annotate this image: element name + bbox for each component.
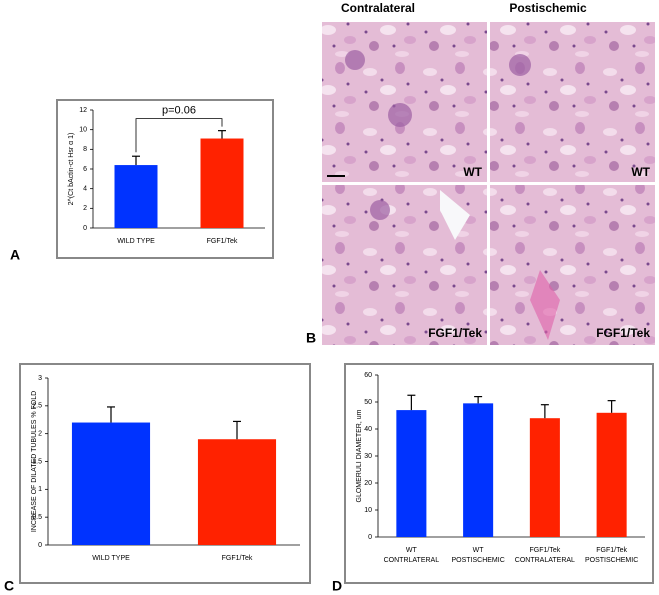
micrograph — [490, 22, 655, 182]
glomerulus — [388, 103, 412, 127]
image-label: WT — [631, 165, 650, 179]
bar — [396, 410, 427, 537]
panel-label: A — [10, 247, 20, 263]
y-tick-label: 2.5 — [32, 403, 42, 410]
y-tick-label: 0 — [38, 542, 42, 549]
y-tick-label: 10 — [79, 127, 87, 134]
micrograph — [490, 185, 655, 345]
x-tick-label: WT CONTRLATERAL — [384, 547, 440, 564]
y-tick-label: 2 — [83, 205, 87, 212]
x-tick-label-line: WT — [473, 547, 485, 554]
y-tick-label: 0.5 — [32, 514, 42, 521]
panel-label: B — [306, 330, 316, 346]
x-tick-label-line: WILD TYPE — [92, 555, 130, 562]
x-tick-label-line: POSTISCHEMIC — [585, 557, 638, 564]
bar — [463, 403, 494, 537]
bar — [197, 439, 277, 545]
chart-frame — [56, 99, 274, 259]
y-tick-label: 60 — [364, 372, 372, 379]
x-tick-label: FGF1/Tek POSTISCHEMIC — [585, 547, 638, 564]
y-tick-label: 3 — [38, 375, 42, 382]
significance-bracket — [135, 118, 223, 153]
x-tick-label-line: FGF1/Tek — [596, 547, 627, 554]
y-tick-label: 50 — [364, 399, 372, 406]
column-header: Contralateral — [341, 1, 415, 15]
image-label: FGF1/Tek — [428, 326, 482, 340]
micrograph — [322, 22, 487, 182]
lumen — [440, 190, 470, 240]
chart-frame — [19, 363, 311, 584]
image-label: FGF1/Tek — [596, 326, 650, 340]
y-tick-label: 0 — [368, 534, 372, 541]
y-tick-label: 8 — [83, 146, 87, 153]
x-tick-label-line: CONTRLATERAL — [384, 557, 440, 564]
bar — [71, 422, 151, 545]
x-tick-label-line: POSTISCHEMIC — [451, 557, 504, 564]
x-tick-label: WILD TYPE — [117, 238, 155, 245]
y-tick-label: 30 — [364, 453, 372, 460]
y-tick-label: 1.5 — [32, 458, 42, 465]
y-tick-label: 20 — [364, 480, 372, 487]
x-tick-label-line: WILD TYPE — [117, 238, 155, 245]
y-tick-label: 10 — [364, 507, 372, 514]
annotation: p=0.06 — [162, 105, 196, 117]
histology-panel: Contralateral Postischemic WT WT FGF1/Te… — [306, 1, 655, 346]
y-tick-label: 1 — [38, 486, 42, 493]
y-axis-label: GLOMERULI DIAMETER, um — [356, 409, 363, 502]
x-tick-label: WILD TYPE — [92, 555, 130, 562]
y-tick-label: 12 — [79, 107, 87, 114]
panel-label: D — [332, 578, 342, 594]
bar — [529, 418, 560, 537]
x-tick-label-line: FGF1/Tek — [530, 547, 561, 554]
bar — [200, 138, 244, 228]
bar — [114, 165, 158, 228]
glomerulus — [370, 200, 390, 220]
glomerulus — [509, 54, 531, 76]
x-tick-label-line: CONTRALATERAL — [515, 557, 575, 564]
x-tick-label-line: FGF1/Tek — [207, 238, 238, 245]
glomerulus — [345, 50, 365, 70]
y-tick-label: 2 — [38, 431, 42, 438]
y-axis-label: INCREASE OF DILATED TUBULES % FOLD — [31, 391, 38, 532]
cast — [530, 270, 560, 340]
bar — [596, 412, 627, 537]
chart-frame — [344, 363, 654, 584]
x-tick-label: FGF1/Tek — [207, 238, 238, 245]
panel-label: C — [4, 578, 14, 594]
x-tick-label-line: FGF1/Tek — [222, 555, 253, 562]
x-tick-label: FGF1/Tek CONTRALATERAL — [515, 547, 575, 564]
column-header: Postischemic — [509, 1, 587, 15]
x-tick-label: WT POSTISCHEMIC — [451, 547, 504, 564]
y-tick-label: 4 — [83, 186, 87, 193]
y-tick-label: 40 — [364, 426, 372, 433]
x-tick-label: FGF1/Tek — [222, 555, 253, 562]
y-tick-label: 0 — [83, 225, 87, 232]
x-tick-label-line: WT — [406, 547, 418, 554]
y-tick-label: 6 — [83, 166, 87, 173]
y-axis-label: 2^(Ct bActin-ct Hsr α 1) — [68, 133, 75, 206]
image-label: WT — [463, 165, 482, 179]
